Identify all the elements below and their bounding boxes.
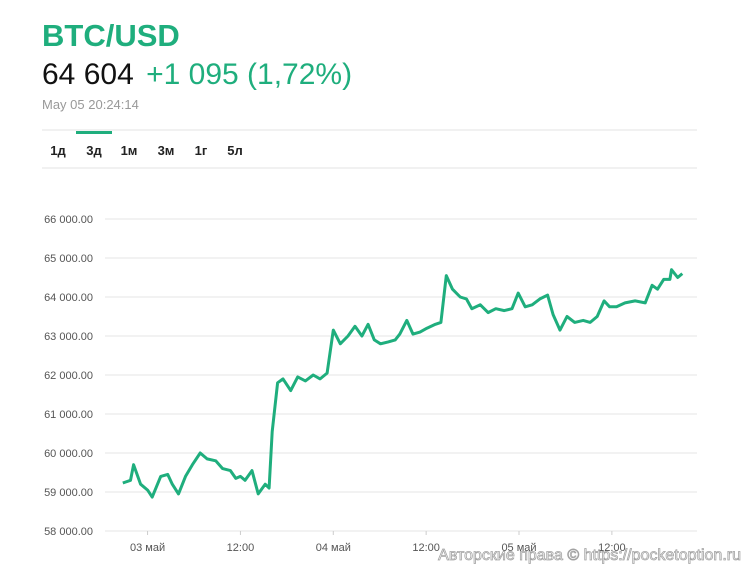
price-line <box>122 268 684 499</box>
x-tick-label: 05 май <box>501 542 536 554</box>
x-tick-label: 12:00 <box>412 542 440 554</box>
x-tick-label: 03 май <box>130 542 165 554</box>
tab[interactable]: 5л <box>227 143 243 158</box>
y-tick-label: 62 000.00 <box>44 370 93 382</box>
y-tick-label: 66 000.00 <box>44 214 93 226</box>
tab[interactable]: 1м <box>121 143 138 158</box>
x-tick-label: 04 май <box>316 542 351 554</box>
quote: 64 604 +1 095 (1,72%) <box>42 58 352 91</box>
price: 64 604 <box>42 58 134 91</box>
y-tick-label: 65 000.00 <box>44 253 93 265</box>
x-tick-label: 12:00 <box>598 542 626 554</box>
y-tick-label: 58 000.00 <box>44 526 93 538</box>
watermark: Авторские права © https://pocketoption.r… <box>438 547 741 564</box>
y-tick-label: 61 000.00 <box>44 409 93 421</box>
y-tick-label: 59 000.00 <box>44 487 93 499</box>
y-tick-label: 64 000.00 <box>44 292 93 304</box>
tab-indicator <box>76 131 112 134</box>
y-tick-label: 60 000.00 <box>44 448 93 460</box>
tab[interactable]: 1г <box>195 143 208 158</box>
timestamp: May 05 20:24:14 <box>42 97 139 112</box>
x-tick-label: 12:00 <box>227 542 255 554</box>
tab[interactable]: 3д <box>86 143 102 158</box>
title: BTC/USD <box>42 18 180 53</box>
tab[interactable]: 1д <box>50 143 66 158</box>
tab[interactable]: 3м <box>158 143 175 158</box>
change: +1 095 (1,72%) <box>146 58 352 91</box>
y-tick-label: 63 000.00 <box>44 331 93 343</box>
